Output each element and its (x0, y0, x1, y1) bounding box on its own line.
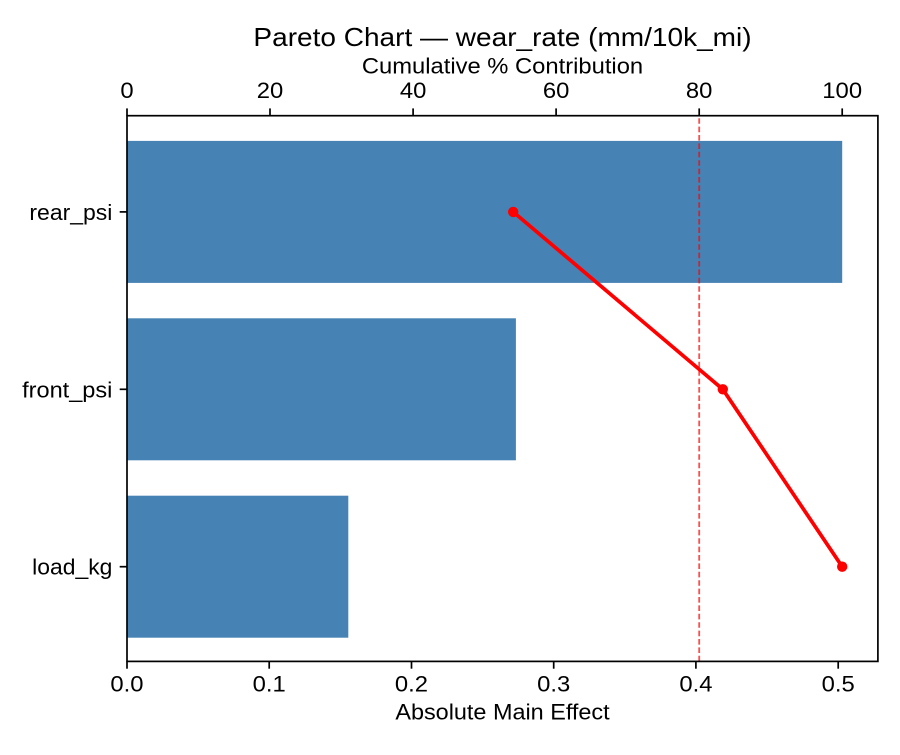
svg-text:100: 100 (822, 78, 862, 103)
svg-text:60: 60 (543, 78, 570, 103)
svg-text:20: 20 (257, 78, 284, 103)
svg-text:0.0: 0.0 (110, 672, 143, 697)
svg-text:0.4: 0.4 (679, 672, 712, 697)
svg-text:front_psi: front_psi (22, 377, 112, 402)
svg-text:rear_psi: rear_psi (29, 200, 112, 225)
svg-text:0: 0 (120, 78, 133, 103)
svg-text:0.1: 0.1 (253, 672, 286, 697)
svg-text:load_kg: load_kg (32, 555, 112, 580)
svg-text:80: 80 (686, 78, 713, 103)
svg-text:Cumulative % Contribution: Cumulative % Contribution (362, 54, 643, 79)
svg-text:40: 40 (400, 78, 427, 103)
svg-text:0.3: 0.3 (537, 672, 570, 697)
svg-text:0.2: 0.2 (395, 672, 428, 697)
svg-text:0.5: 0.5 (822, 672, 855, 697)
svg-text:Absolute Main Effect: Absolute Main Effect (395, 699, 609, 724)
svg-text:Pareto Chart — wear_rate (mm/1: Pareto Chart — wear_rate (mm/10k_mi) (253, 24, 751, 52)
